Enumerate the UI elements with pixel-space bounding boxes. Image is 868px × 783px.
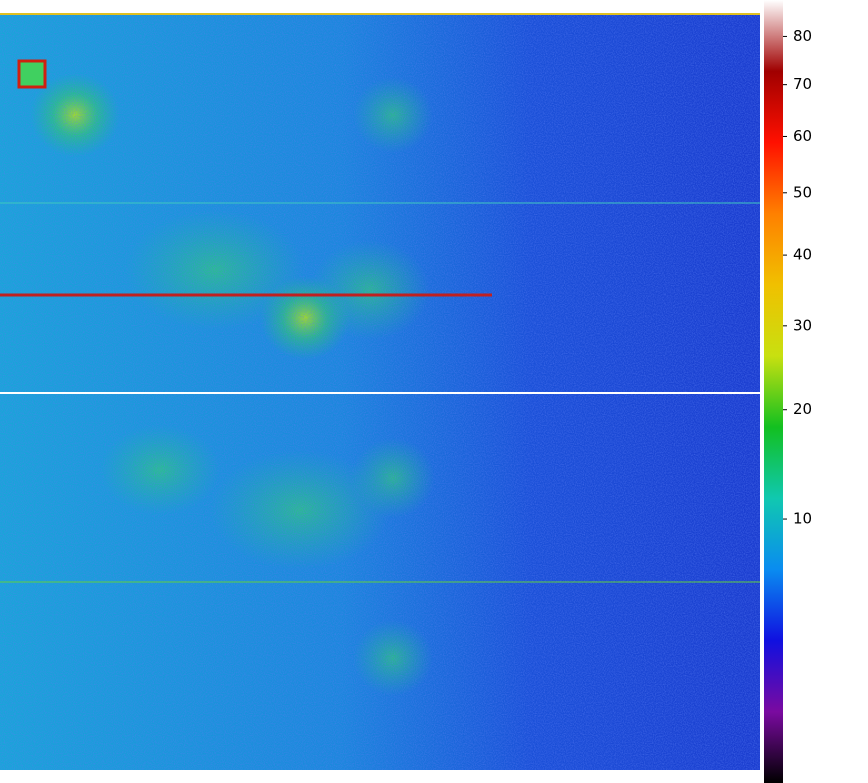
colorbar-tick-label: 80: [793, 27, 812, 45]
colorbar-tick-label: 30: [793, 316, 812, 334]
colorbar-tick-label: 60: [793, 127, 812, 145]
colorbar-tick-label: 50: [793, 183, 812, 201]
colorbar-tick-label: 10: [793, 510, 812, 528]
detector-image: [0, 13, 760, 770]
colorbar-tick-label: 40: [793, 246, 812, 264]
colorbar-tick-label: 20: [793, 400, 812, 418]
colorbar: [764, 0, 783, 783]
colorbar-tick-label: 70: [793, 75, 812, 93]
